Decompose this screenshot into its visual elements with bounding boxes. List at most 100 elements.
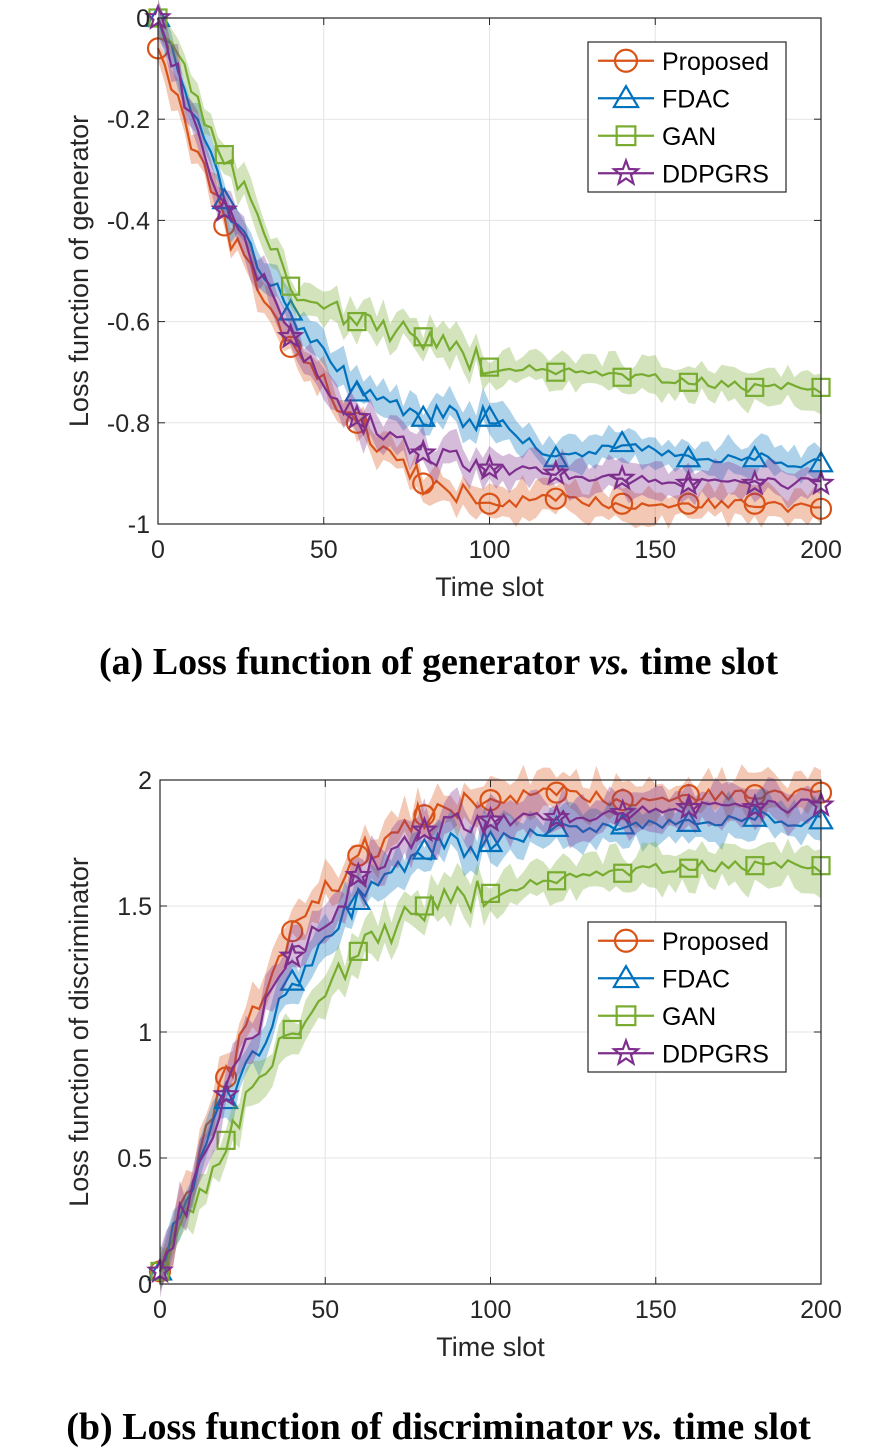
gen-point-fdac-180 bbox=[741, 445, 768, 468]
gen-band-fdac bbox=[158, 5, 821, 484]
gen-point-ddpgrs-100 bbox=[475, 453, 504, 481]
disc-point-gan-180 bbox=[745, 856, 765, 876]
gen-line-ddpgrs bbox=[156, 17, 822, 491]
discriminator-loss-plot: 0 50 100 150 200 0 0.5 1 1.5 2 Time slot Loss funct… bbox=[64, 764, 842, 1362]
gen-ytick-label: -0.6 bbox=[107, 309, 150, 337]
gen-point-fdac-20 bbox=[211, 186, 238, 210]
gen-line-proposed bbox=[156, 47, 822, 514]
gen-series-gan bbox=[148, 0, 831, 415]
gen-point-gan-160 bbox=[678, 372, 699, 392]
disc-xtick-label: 50 bbox=[311, 1296, 339, 1324]
gen-legend-label: FDAC bbox=[662, 85, 730, 113]
gen-point-ddpgrs-60 bbox=[342, 402, 371, 430]
gen-point-gan-40 bbox=[281, 276, 301, 296]
disc-point-ddpgrs-180 bbox=[741, 793, 769, 820]
disc-point-ddpgrs-160 bbox=[674, 793, 703, 820]
caption-b-vs: vs. bbox=[621, 1406, 664, 1448]
caption-a: (a) Loss function of generator vs. time … bbox=[0, 640, 877, 684]
gen-legend-label: GAN bbox=[662, 123, 716, 151]
disc-legend-item-gan: GAN bbox=[598, 1003, 716, 1031]
disc-legend-item-proposed: Proposed bbox=[598, 928, 769, 956]
disc-point-gan-40 bbox=[282, 1019, 302, 1040]
gen-ytick-label: -0.4 bbox=[107, 207, 150, 235]
gen-point-ddpgrs-20 bbox=[210, 195, 239, 223]
gen-legend-marker bbox=[615, 125, 637, 147]
gen-point-proposed-100 bbox=[478, 492, 501, 515]
disc-line-fdac bbox=[159, 810, 822, 1272]
gen-xtick-label: 200 bbox=[800, 536, 842, 564]
disc-point-ddpgrs-120 bbox=[542, 803, 571, 830]
disc-legend-marker bbox=[613, 928, 639, 953]
disc-ylabel: Loss function of discriminator bbox=[64, 857, 94, 1207]
disc-point-proposed-80 bbox=[413, 804, 436, 827]
gen-xtick-label: 100 bbox=[469, 536, 511, 564]
disc-legend: Proposed FDAC GAN DDPGRS bbox=[587, 921, 787, 1073]
gen-band-gan bbox=[158, 0, 821, 415]
disc-point-fdac-80 bbox=[411, 837, 438, 860]
gen-point-fdac-140 bbox=[609, 429, 636, 453]
gen-legend-marker bbox=[611, 83, 641, 109]
disc-xtick-label: 100 bbox=[470, 1296, 512, 1324]
gen-point-ddpgrs-80 bbox=[409, 438, 438, 466]
disc-legend-label: FDAC bbox=[662, 965, 730, 993]
disc-xtick-label: 200 bbox=[800, 1296, 842, 1324]
caption-a-suffix: time slot bbox=[630, 641, 778, 683]
disc-line-proposed bbox=[158, 785, 822, 1272]
disc-point-ddpgrs-80 bbox=[410, 815, 439, 843]
disc-xtick-label: 150 bbox=[635, 1296, 677, 1324]
disc-line-gan bbox=[159, 858, 822, 1273]
gen-xtick-label: 50 bbox=[310, 536, 338, 564]
disc-ytick-label: 2 bbox=[138, 767, 152, 795]
caption-b: (b) Loss function of discriminator vs. t… bbox=[0, 1405, 877, 1449]
gen-legend-item-ddpgrs: DDPGRS bbox=[598, 157, 769, 188]
gen-legend-label: DDPGRS bbox=[662, 160, 769, 188]
disc-point-fdac-100 bbox=[477, 829, 504, 853]
gen-xtick-label: 0 bbox=[151, 536, 165, 564]
disc-ytick-label: 1 bbox=[138, 1019, 152, 1047]
gen-point-fdac-160 bbox=[675, 445, 702, 468]
gen-point-gan-80 bbox=[413, 327, 433, 347]
disc-ytick-label: 0.5 bbox=[117, 1145, 152, 1173]
disc-ytick-label: 0 bbox=[138, 1271, 152, 1299]
gen-series-proposed bbox=[146, 37, 833, 530]
gen-point-proposed-140 bbox=[610, 492, 634, 515]
gen-point-fdac-120 bbox=[542, 445, 569, 468]
disc-legend-marker bbox=[611, 963, 641, 989]
disc-legend-item-ddpgrs: DDPGRS bbox=[598, 1037, 769, 1068]
gen-band-ddpgrs bbox=[158, 0, 821, 509]
gen-point-ddpgrs-180 bbox=[740, 468, 769, 496]
disc-point-ddpgrs-60 bbox=[344, 861, 373, 888]
gen-point-gan-20 bbox=[214, 145, 234, 165]
disc-point-gan-100 bbox=[480, 883, 501, 903]
disc-legend-label: Proposed bbox=[662, 928, 769, 956]
gen-point-proposed-40 bbox=[279, 335, 302, 358]
gen-legend-item-gan: GAN bbox=[598, 123, 716, 151]
disc-series-ddpgrs bbox=[146, 777, 835, 1298]
gen-ylabel: Loss function of generator bbox=[64, 115, 94, 427]
gen-line-gan bbox=[156, 17, 822, 394]
gen-point-gan-60 bbox=[347, 312, 367, 332]
caption-a-vs: vs. bbox=[589, 641, 631, 683]
gen-ytick-label: -0.2 bbox=[107, 106, 150, 134]
disc-point-fdac-140 bbox=[609, 812, 636, 835]
gen-legend-marker bbox=[610, 157, 642, 187]
disc-point-gan-120 bbox=[546, 871, 567, 891]
gen-xtick-label: 150 bbox=[634, 536, 676, 564]
disc-legend-marker bbox=[610, 1037, 642, 1067]
gen-point-fdac-100 bbox=[476, 404, 503, 427]
gen-xlabel: Time slot bbox=[435, 572, 544, 602]
disc-point-gan-20 bbox=[216, 1130, 236, 1150]
gen-point-gan-180 bbox=[745, 377, 765, 397]
gen-legend: Proposed FDAC GAN DDPGRS bbox=[587, 41, 787, 193]
disc-point-fdac-60 bbox=[345, 887, 372, 911]
disc-point-proposed-40 bbox=[281, 920, 304, 943]
gen-point-ddpgrs-160 bbox=[674, 468, 703, 496]
disc-legend-item-fdac: FDAC bbox=[598, 963, 730, 993]
disc-point-fdac-160 bbox=[675, 809, 702, 832]
disc-point-ddpgrs-40 bbox=[278, 941, 307, 969]
disc-point-ddpgrs-140 bbox=[608, 798, 637, 825]
gen-legend-item-proposed: Proposed bbox=[598, 48, 769, 76]
gen-point-gan-120 bbox=[546, 362, 566, 382]
disc-legend-label: DDPGRS bbox=[662, 1040, 769, 1068]
disc-point-gan-160 bbox=[679, 858, 699, 878]
